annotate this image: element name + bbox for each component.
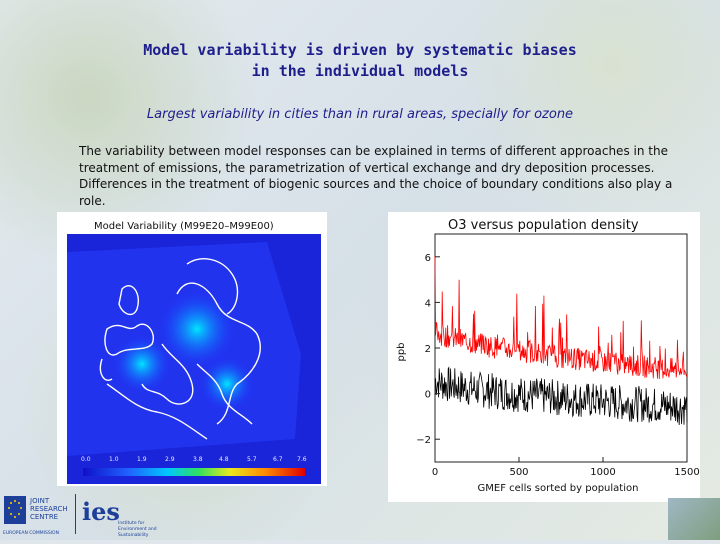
colorbar-tick: 0.0	[81, 456, 91, 463]
colorbar-tick: 1.0	[109, 456, 119, 463]
x-tick-label: 500	[509, 467, 528, 478]
y-tick-label: 4	[425, 298, 431, 309]
model-variability-map: 0.0 1.0 1.9 2.9 3.8 4.8 5.7 6.7 7.6	[67, 234, 321, 484]
eu-stars-icon	[8, 500, 22, 518]
x-tick-label: 1500	[674, 467, 699, 478]
ozone-chart-panel: O3 versus population density ppb GMEF ce…	[388, 212, 700, 502]
y-tick-label: 0	[425, 390, 431, 401]
colorbar-tick: 4.8	[219, 456, 229, 463]
y-axis-label: ppb	[396, 342, 407, 361]
colorbar-tick: 2.9	[165, 456, 175, 463]
ies-sub-2: Environment and	[118, 526, 157, 532]
colorbar-ticks: 0.0 1.0 1.9 2.9 3.8 4.8 5.7 6.7 7.6	[81, 456, 307, 463]
colorbar-tick: 5.7	[247, 456, 257, 463]
colorbar-tick: 6.7	[273, 456, 283, 463]
ozone-population-chart: O3 versus population density ppb GMEF ce…	[396, 218, 700, 494]
ies-sub-1: Institute for	[118, 520, 144, 526]
colorbar-tick: 1.9	[137, 456, 147, 463]
logo-divider	[75, 494, 76, 534]
jrc-subtitle: EUROPEAN COMMISSION	[3, 530, 59, 536]
jrc-line-1: JOINT	[29, 497, 50, 505]
x-tick-label: 0	[432, 467, 438, 478]
y-tick-label: 2	[425, 344, 431, 355]
slide-subtitle: Largest variability in cities than in ru…	[146, 107, 574, 122]
ies-sub-3: Sustainability	[118, 532, 149, 538]
title-line-2: in the individual models	[251, 62, 469, 80]
y-tick-label: 6	[425, 253, 431, 264]
y-tick-label: −2	[416, 435, 431, 446]
coastlines	[99, 258, 261, 440]
jrc-line-3: CENTRE	[30, 513, 58, 521]
ies-mark: ies	[82, 497, 120, 526]
corner-map-tile	[668, 498, 720, 540]
logo-strip: JOINT RESEARCH CENTRE EUROPEAN COMMISSIO…	[0, 490, 160, 540]
hotspot-3	[199, 356, 255, 412]
x-axis-label: GMEF cells sorted by population	[478, 483, 639, 494]
series-layer	[434, 256, 688, 426]
colorbar-tick: 7.6	[297, 456, 307, 463]
colorbar	[83, 468, 305, 476]
jrc-line-2: RESEARCH	[30, 505, 68, 513]
colorbar-tick: 3.8	[193, 456, 203, 463]
tick-layer: 0 500 1000 1500 −2 0 2 4 6	[416, 253, 699, 478]
eu-flag-icon	[4, 496, 26, 524]
chart-title: O3 versus population density	[448, 218, 639, 233]
hotspot-1	[157, 289, 237, 369]
x-tick-label: 1000	[590, 467, 615, 478]
hotspot-2	[112, 334, 172, 394]
slide-title: Model variability is driven by systemati…	[0, 40, 720, 82]
model-variability-map-panel: Model Variability (M99E20–M99E00)	[57, 212, 327, 486]
slide-body-text: The variability between model responses …	[79, 144, 673, 208]
logos-svg: JOINT RESEARCH CENTRE EUROPEAN COMMISSIO…	[3, 494, 157, 538]
title-line-1: Model variability is driven by systemati…	[143, 41, 577, 59]
black-series-line	[434, 366, 688, 426]
map-caption: Model Variability (M99E20–M99E00)	[94, 221, 274, 232]
red-series-line	[434, 256, 688, 380]
